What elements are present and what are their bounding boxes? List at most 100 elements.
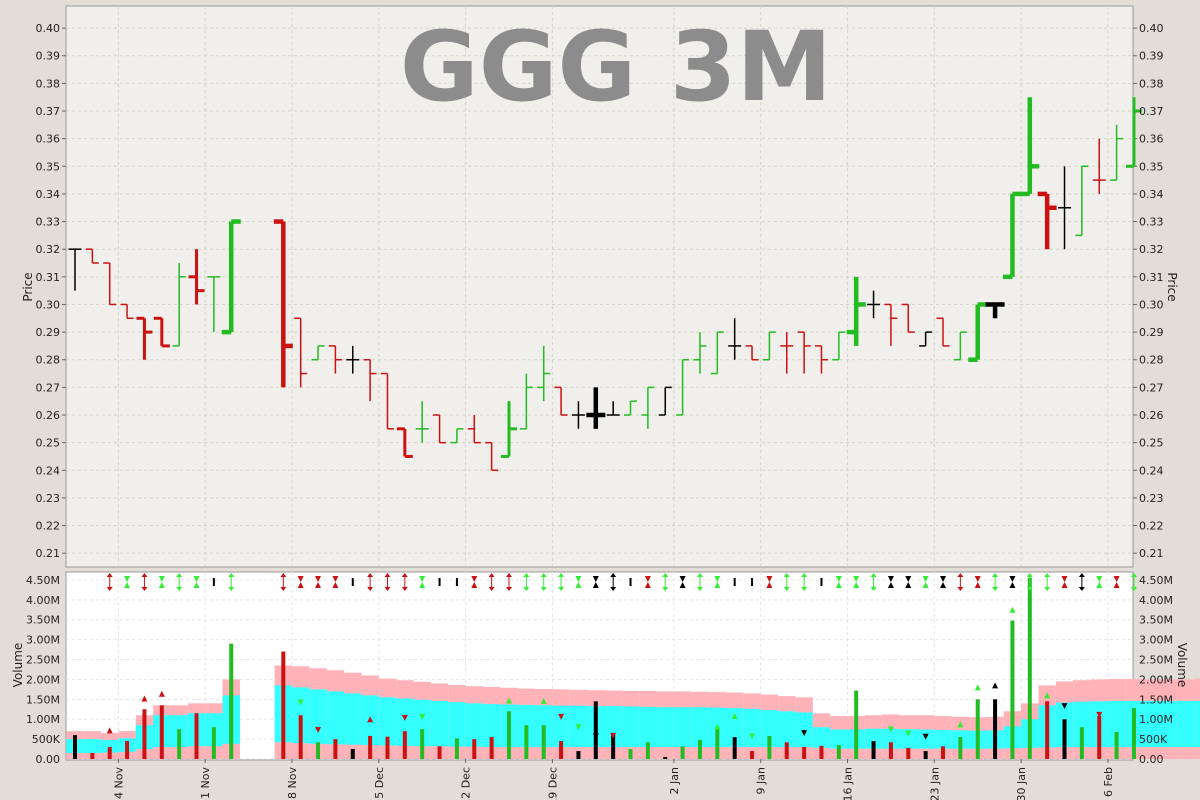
volume-bar xyxy=(368,735,373,759)
price-tick-label-right: 0.27 xyxy=(1139,381,1164,394)
top-marker-up xyxy=(401,573,408,577)
top-marker-down xyxy=(540,587,547,591)
volume-band-inner xyxy=(1142,700,1160,748)
volume-band-inner xyxy=(604,706,622,748)
top-marker-up xyxy=(957,573,964,577)
price-tick-label-right: 0.31 xyxy=(1139,271,1164,284)
top-marker-hourglass-top xyxy=(644,576,651,582)
signal-arrow xyxy=(419,713,426,720)
volume-bar xyxy=(489,737,494,759)
volume-bar xyxy=(559,741,564,759)
volume-axis-label-right: Volume xyxy=(1175,643,1189,688)
volume-bar xyxy=(975,699,980,759)
volume-band-inner xyxy=(639,706,657,748)
volume-tick-label-left: 4.50M xyxy=(26,574,60,587)
date-tick-label: 28 Nov xyxy=(286,767,299,800)
volume-band-inner xyxy=(1177,700,1195,748)
top-marker-up xyxy=(870,573,877,577)
top-marker-down xyxy=(992,587,999,591)
volume-tick-label-right: 1.50M xyxy=(1139,693,1173,706)
top-marker-down xyxy=(106,587,113,591)
top-marker-hourglass-bottom xyxy=(575,582,582,588)
volume-bar xyxy=(871,741,876,759)
volume-band-inner xyxy=(795,712,813,748)
top-marker-hourglass-bottom xyxy=(297,582,304,588)
volume-bar xyxy=(958,737,963,759)
volume-bar xyxy=(593,701,598,759)
signal-arrow xyxy=(1044,692,1051,699)
signal-arrow xyxy=(1061,703,1068,710)
price-tick-label-left: 0.38 xyxy=(36,77,61,90)
top-marker-down xyxy=(957,587,964,591)
volume-bar xyxy=(784,742,789,759)
price-tick-label-left: 0.31 xyxy=(36,271,61,284)
top-marker-hourglass-top xyxy=(471,576,478,582)
top-marker-hourglass-bottom xyxy=(974,582,981,588)
top-marker-down xyxy=(523,587,530,591)
volume-bar xyxy=(923,751,928,759)
top-marker-down xyxy=(610,587,617,591)
price-tick-label-left: 0.32 xyxy=(36,243,61,256)
signal-arrow xyxy=(506,697,512,704)
top-marker-up xyxy=(228,573,235,577)
price-tick-label-right: 0.36 xyxy=(1139,133,1164,146)
volume-bar xyxy=(177,729,182,759)
price-axis-label-right: Price xyxy=(1165,272,1179,301)
top-marker-down xyxy=(367,587,374,591)
volume-bar xyxy=(732,737,737,759)
top-marker-up xyxy=(106,573,113,577)
volume-bar xyxy=(888,742,893,759)
volume-bar xyxy=(993,699,998,759)
volume-band-inner xyxy=(882,728,900,749)
volume-band-inner xyxy=(778,711,796,748)
volume-bar xyxy=(1079,727,1084,759)
top-marker-up xyxy=(1044,573,1051,577)
top-marker-down xyxy=(384,587,391,591)
signal-arrow xyxy=(367,716,374,723)
signal-arrow xyxy=(731,713,738,720)
top-marker-down xyxy=(801,587,808,591)
top-marker-down xyxy=(1026,587,1033,591)
top-marker-hourglass-bottom xyxy=(922,582,929,588)
top-marker-hourglass-bottom xyxy=(332,582,339,588)
price-tick-label-left: 0.36 xyxy=(36,133,61,146)
signal-arrow xyxy=(592,733,599,740)
top-marker-hourglass-top xyxy=(1061,576,1068,582)
volume-bar xyxy=(229,643,234,759)
price-tick-label-right: 0.34 xyxy=(1139,188,1164,201)
volume-tick-label-right: 500K xyxy=(1139,733,1168,746)
date-tick-label: 23 Jan xyxy=(928,767,941,800)
top-marker-hourglass-top xyxy=(974,576,981,582)
volume-bar xyxy=(437,746,442,759)
price-axis-label-left: Price xyxy=(21,272,35,301)
date-tick-label: 16 Jan xyxy=(842,767,855,800)
signal-arrow xyxy=(315,726,322,733)
volume-band-inner xyxy=(726,708,744,748)
volume-bar xyxy=(628,749,633,759)
top-marker-hourglass-bottom xyxy=(714,582,721,588)
top-marker-up xyxy=(488,573,495,577)
top-marker-up xyxy=(280,573,287,577)
top-marker-hourglass-bottom xyxy=(471,582,478,588)
volume-band-inner xyxy=(864,728,883,749)
top-markers xyxy=(106,573,1137,591)
volume-tick-label-right: 0.00 xyxy=(1139,753,1164,766)
top-marker-down xyxy=(176,587,183,591)
price-tick-label-left: 0.39 xyxy=(36,50,61,63)
top-marker-up xyxy=(506,573,512,577)
price-tick-label-right: 0.39 xyxy=(1139,50,1164,63)
volume-bar xyxy=(73,735,77,759)
volume-bar xyxy=(715,727,720,759)
top-marker-up xyxy=(558,573,565,577)
price-tick-label-left: 0.40 xyxy=(36,22,61,35)
volume-bar xyxy=(316,742,321,759)
price-tick-label-left: 0.30 xyxy=(36,298,61,311)
volume-band-inner xyxy=(760,710,779,748)
top-marker-hourglass-top xyxy=(679,576,686,582)
volume-tick-label-left: 0.00 xyxy=(36,753,61,766)
volume-bar xyxy=(1010,620,1015,759)
volume-bar xyxy=(472,739,477,759)
volume-bar xyxy=(298,715,303,759)
volume-band-inner xyxy=(326,691,345,745)
